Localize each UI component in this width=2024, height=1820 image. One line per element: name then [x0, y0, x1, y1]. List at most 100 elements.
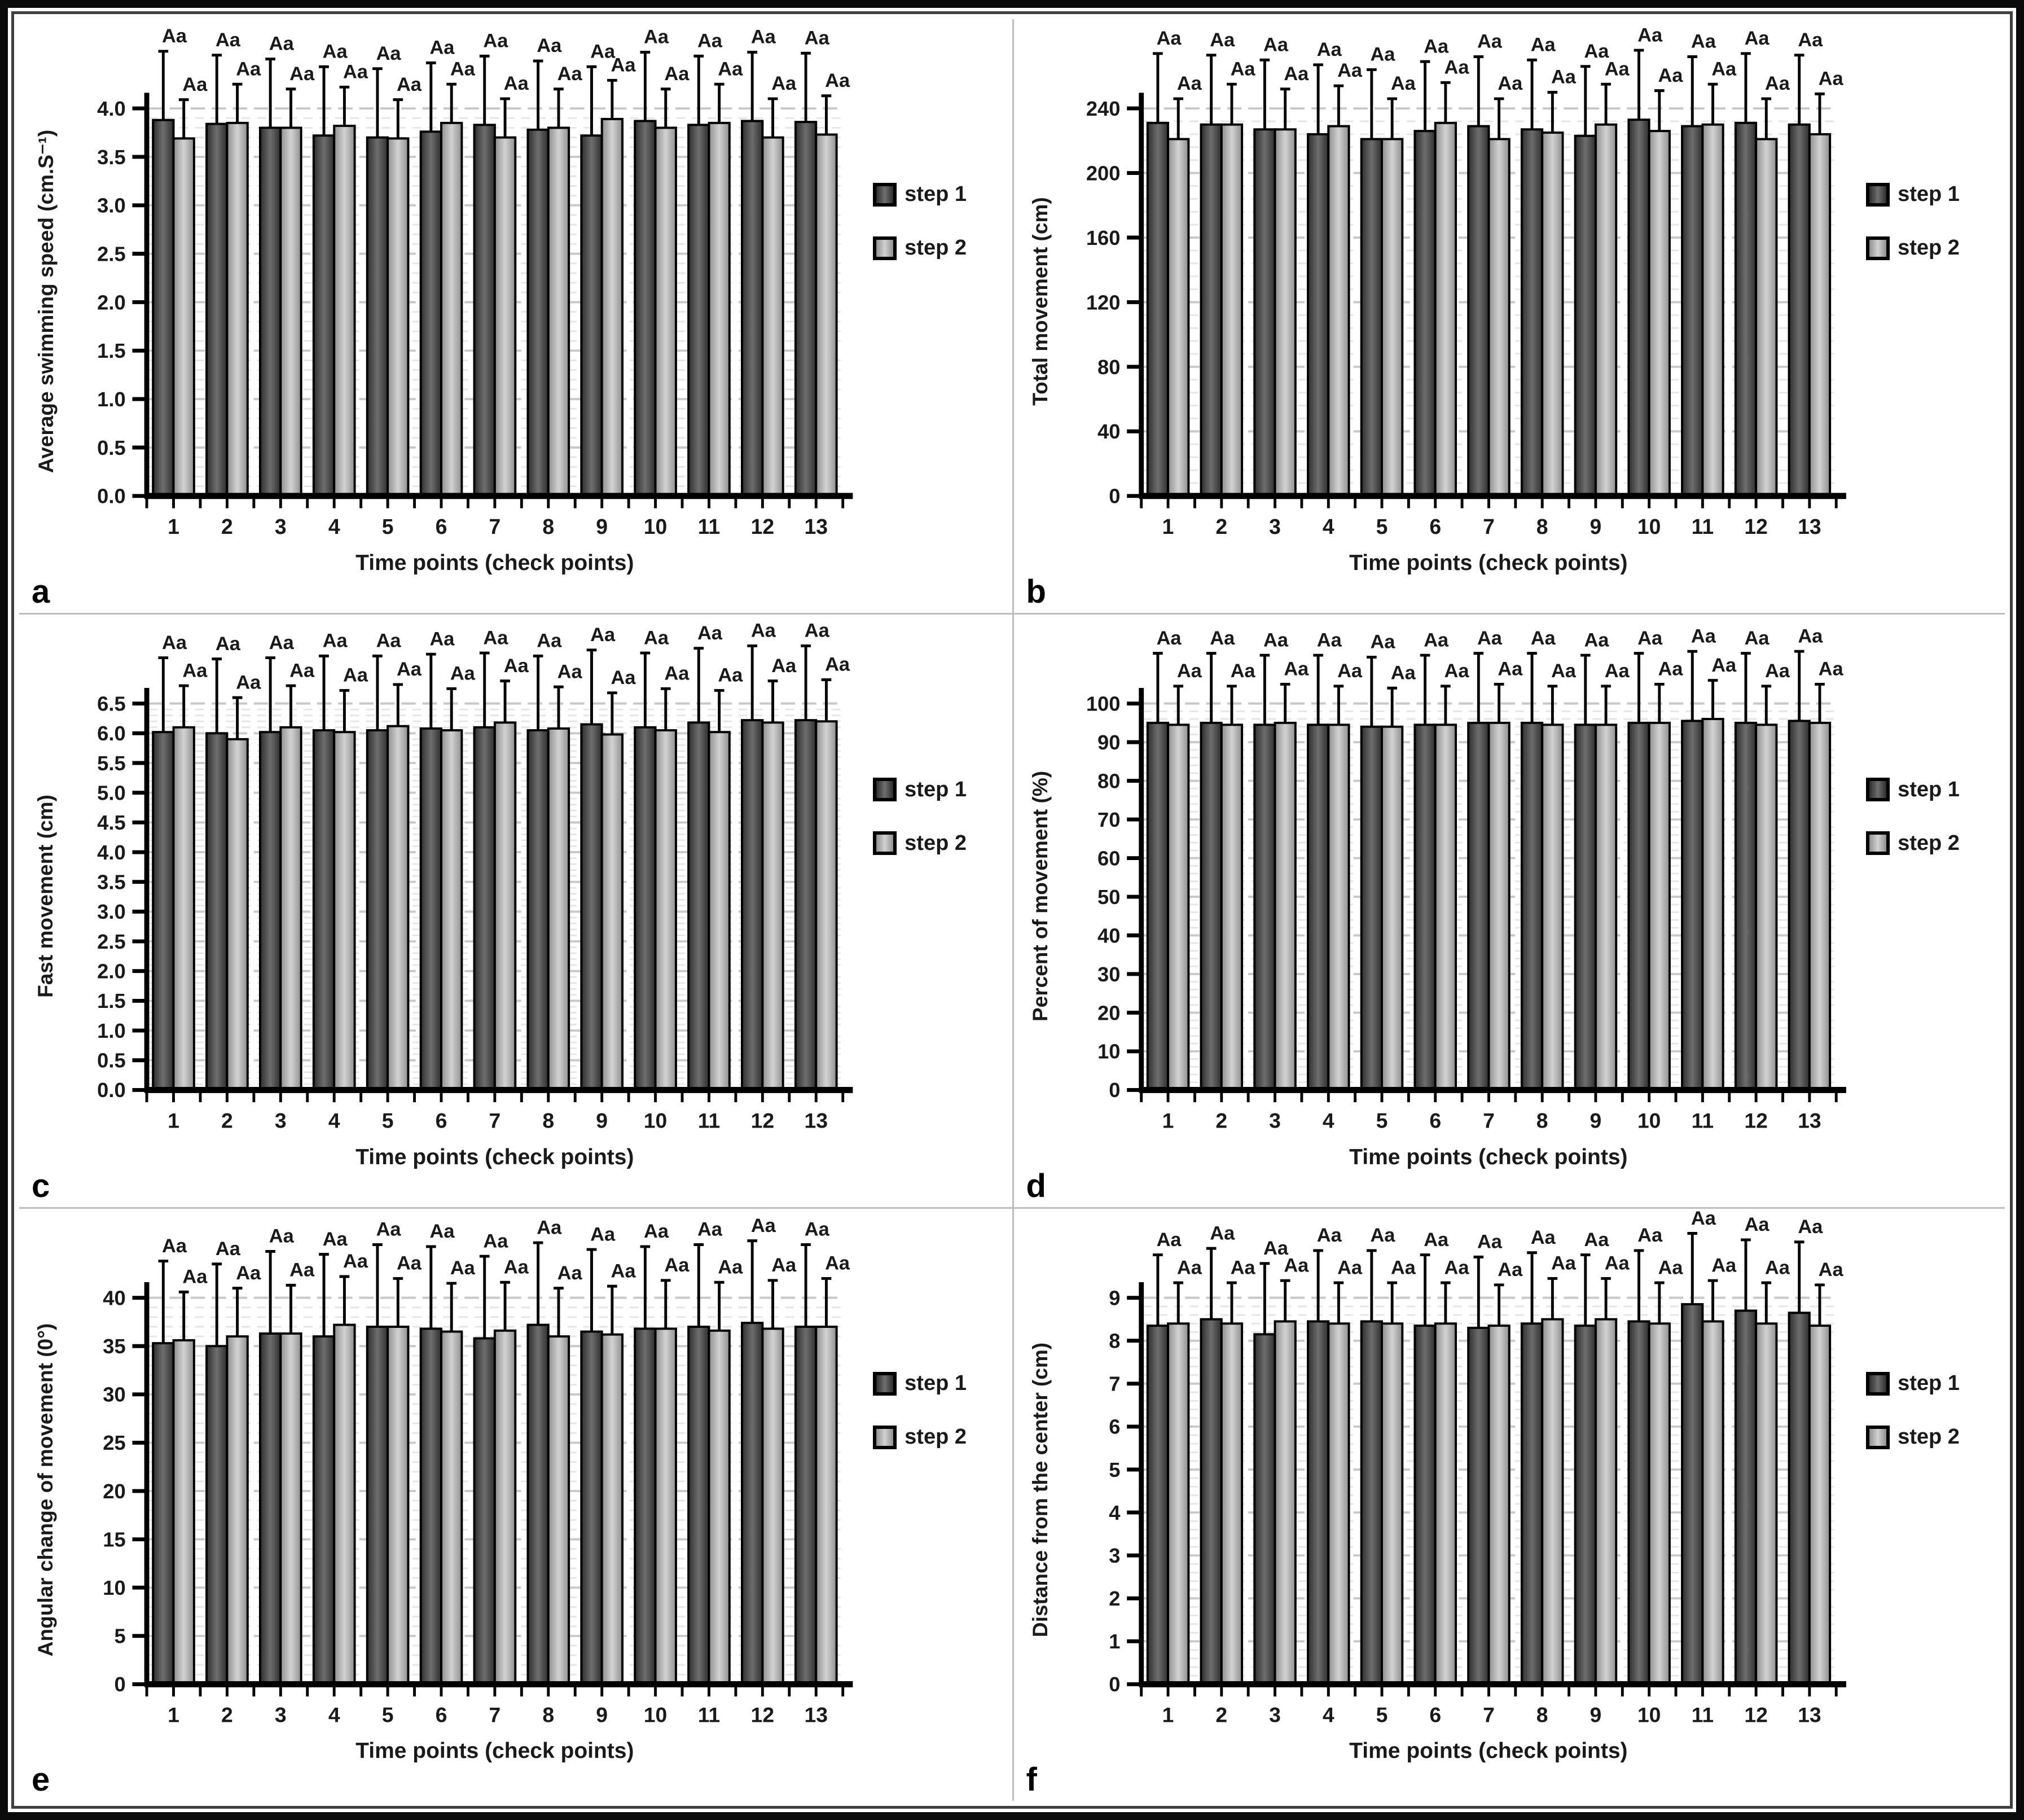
x-axis-label: Time points (check points)	[355, 1144, 634, 1169]
svg-text:9: 9	[596, 1703, 608, 1726]
svg-text:40: 40	[1097, 420, 1120, 443]
svg-text:6: 6	[436, 1703, 447, 1726]
svg-text:2: 2	[221, 1109, 233, 1133]
svg-text:Aa: Aa	[1658, 659, 1683, 680]
svg-text:10: 10	[1637, 1703, 1660, 1726]
svg-text:7: 7	[1483, 515, 1495, 538]
step1-swatch-icon	[1866, 1371, 1890, 1396]
svg-text:Aa: Aa	[1818, 659, 1843, 680]
svg-text:11: 11	[1691, 515, 1713, 538]
legend-item-step2: step 2	[873, 1425, 967, 1449]
svg-text:Aa: Aa	[182, 660, 208, 682]
svg-text:Aa: Aa	[429, 629, 455, 650]
step2-swatch-icon	[1866, 831, 1890, 856]
svg-text:12: 12	[1744, 1703, 1767, 1726]
svg-text:Aa: Aa	[504, 1256, 529, 1278]
svg-text:8: 8	[542, 1109, 554, 1133]
step2-swatch-icon	[873, 831, 897, 856]
svg-text:5: 5	[382, 1109, 394, 1133]
svg-text:0.5: 0.5	[97, 436, 126, 459]
svg-text:Aa: Aa	[825, 70, 850, 91]
svg-text:10: 10	[644, 1703, 668, 1726]
svg-text:Aa: Aa	[1337, 1257, 1363, 1278]
svg-text:4.5: 4.5	[97, 811, 126, 834]
svg-text:4: 4	[1322, 1703, 1334, 1726]
legend-item-step1: step 1	[1866, 1371, 1960, 1396]
svg-text:Aa: Aa	[805, 1218, 830, 1240]
svg-text:Aa: Aa	[504, 655, 529, 677]
x-axis-label: Time points (check points)	[1349, 1739, 1628, 1763]
svg-text:9: 9	[1590, 1703, 1601, 1726]
svg-text:Aa: Aa	[1691, 626, 1716, 647]
svg-text:11: 11	[698, 1703, 720, 1726]
legend-label: step 2	[1898, 831, 1960, 855]
svg-text:Aa: Aa	[1477, 628, 1502, 649]
svg-text:3: 3	[275, 1703, 287, 1726]
y-axis-label: Percent of movement (%)	[1028, 770, 1052, 1021]
step1-swatch-icon	[873, 182, 897, 207]
svg-text:5: 5	[1376, 1109, 1388, 1133]
svg-text:Aa: Aa	[537, 1217, 562, 1238]
step2-swatch-icon	[1866, 1425, 1890, 1449]
svg-text:Aa: Aa	[182, 1266, 208, 1287]
panel-letter: c	[32, 1167, 50, 1204]
svg-text:0.0: 0.0	[97, 1079, 126, 1102]
svg-text:Aa: Aa	[771, 655, 797, 677]
svg-text:2.0: 2.0	[97, 291, 126, 314]
svg-text:13: 13	[804, 1703, 828, 1726]
svg-text:Aa: Aa	[1744, 28, 1770, 49]
svg-text:2: 2	[1215, 515, 1227, 538]
svg-text:7: 7	[1483, 1703, 1495, 1726]
legend-item-step2: step 2	[1866, 831, 1960, 856]
svg-text:7: 7	[489, 1703, 501, 1726]
step2-swatch-icon	[873, 236, 897, 260]
panel-letter: a	[32, 573, 50, 611]
svg-text:Aa: Aa	[1424, 36, 1449, 57]
svg-text:Aa: Aa	[162, 632, 187, 654]
svg-text:10: 10	[644, 1109, 668, 1133]
svg-text:Aa: Aa	[1711, 1255, 1737, 1276]
svg-text:160: 160	[1086, 226, 1120, 249]
svg-text:Aa: Aa	[751, 620, 776, 642]
svg-text:Aa: Aa	[751, 27, 776, 48]
svg-text:10: 10	[103, 1576, 125, 1599]
svg-text:Aa: Aa	[1530, 1227, 1556, 1248]
svg-text:Aa: Aa	[1691, 31, 1716, 52]
svg-text:11: 11	[698, 515, 720, 538]
svg-text:Aa: Aa	[429, 1221, 455, 1242]
svg-text:7: 7	[1483, 1109, 1495, 1133]
svg-text:Aa: Aa	[611, 667, 636, 688]
svg-text:Aa: Aa	[1210, 628, 1235, 649]
svg-text:0.0: 0.0	[97, 485, 126, 508]
legend-item-step2: step 2	[873, 831, 967, 856]
svg-text:1.0: 1.0	[97, 1019, 126, 1042]
svg-text:Aa: Aa	[397, 1252, 422, 1274]
legend-item-step1: step 1	[873, 778, 967, 802]
svg-text:Aa: Aa	[483, 1230, 508, 1252]
panel-letter: e	[32, 1761, 50, 1798]
legend: step 1 step 2	[873, 1371, 967, 1449]
y-axis-label: Total movement (cm)	[1028, 197, 1052, 406]
svg-text:Aa: Aa	[664, 663, 690, 685]
svg-text:5.5: 5.5	[97, 752, 126, 775]
legend-label: step 1	[1898, 1371, 1960, 1396]
svg-text:5: 5	[382, 1703, 394, 1726]
svg-text:7: 7	[489, 515, 501, 538]
svg-text:Aa: Aa	[1444, 660, 1469, 682]
svg-text:Aa: Aa	[590, 41, 616, 62]
svg-text:Aa: Aa	[590, 1223, 616, 1245]
y-axis-label: Distance from the center (cm)	[1028, 1342, 1052, 1638]
chart-percent-of-movement: Aa Aa Aa Aa Aa Aa Aa Aa Aa Aa Aa Aa Aa Aa Aa Aa Aa Aa Aa Aa…	[1086, 626, 1846, 1133]
svg-text:4: 4	[328, 515, 340, 538]
legend-label: step 2	[1898, 236, 1960, 260]
svg-text:Aa: Aa	[289, 1259, 315, 1280]
svg-text:Aa: Aa	[1176, 1257, 1202, 1278]
svg-text:Aa: Aa	[1637, 24, 1663, 46]
svg-text:Aa: Aa	[162, 25, 187, 47]
svg-text:Aa: Aa	[1390, 1257, 1416, 1278]
svg-text:Aa: Aa	[1230, 1257, 1255, 1278]
svg-text:Aa: Aa	[1584, 630, 1609, 651]
legend-item-step1: step 1	[1866, 182, 1960, 207]
svg-text:13: 13	[804, 515, 828, 538]
